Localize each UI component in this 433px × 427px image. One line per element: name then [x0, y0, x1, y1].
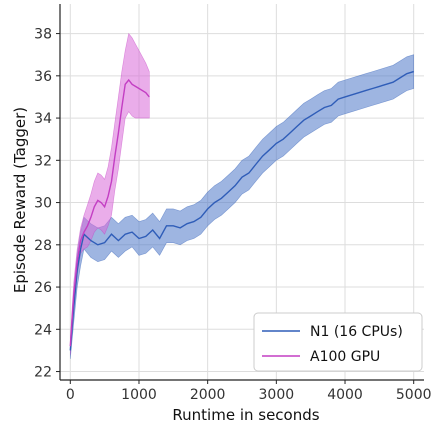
y-tick-label: 34 — [34, 111, 52, 127]
band-series-1 — [70, 32, 150, 355]
tick-labels: 0 1000 2000 3000 4000 5000 22 24 26 28 30 32 34 36 38 — [34, 27, 431, 403]
y-tick-label: 30 — [34, 196, 52, 212]
x-tick-label: 1000 — [121, 387, 157, 403]
band-series-0 — [70, 54, 415, 359]
y-tick-label: 32 — [34, 153, 52, 169]
line-series-1 — [69, 78, 150, 347]
y-axis-label: Episode Reward (Tagger) — [11, 107, 29, 293]
series-lines — [69, 70, 414, 351]
y-tick-label: 38 — [34, 27, 52, 43]
y-tick-label: 36 — [34, 69, 52, 85]
x-axis-label: Runtime in seconds — [172, 406, 319, 424]
y-tick-label: 22 — [34, 365, 52, 381]
x-tick-label: 4000 — [327, 387, 363, 403]
confidence-bands — [70, 32, 415, 359]
x-tick-label: 3000 — [259, 387, 295, 403]
axes — [56, 4, 424, 384]
legend-label-a100: A100 GPU — [310, 349, 380, 365]
x-tick-label: 0 — [66, 387, 75, 403]
x-tick-label: 5000 — [396, 387, 432, 403]
legend: N1 (16 CPUs) A100 GPU — [253, 312, 423, 372]
x-tick-label: 2000 — [190, 387, 226, 403]
legend-label-n1: N1 (16 CPUs) — [310, 324, 403, 340]
y-tick-label: 24 — [34, 322, 52, 338]
y-tick-label: 26 — [34, 280, 52, 296]
line-series-0 — [69, 70, 414, 351]
y-tick-label: 28 — [34, 238, 52, 254]
